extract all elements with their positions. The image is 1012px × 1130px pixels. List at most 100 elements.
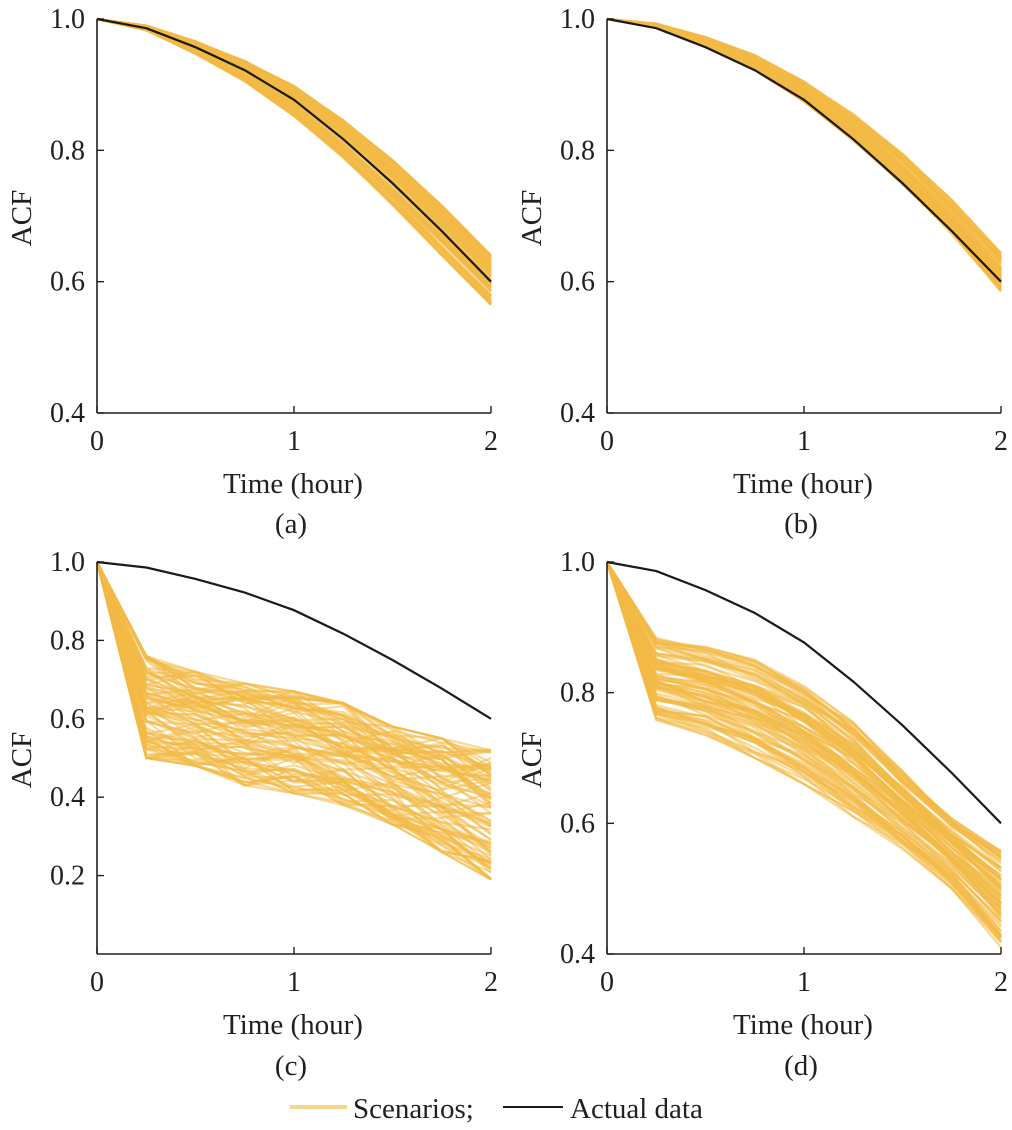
scenario-line [606,17,1002,280]
actual-data-line [96,560,492,720]
y-axis-label: ACF [6,190,38,246]
scenario-line [606,17,1002,270]
scenario-line [95,561,492,849]
scenario-line [96,17,492,306]
scenario-line [606,17,1002,265]
scenario-line [606,17,1002,264]
y-tick-label: 1.0 [560,547,595,578]
scenario-line [606,17,1002,272]
scenario-line [606,17,1002,271]
scenario-line [96,17,492,262]
scenario-line [606,17,1002,270]
scenario-line [96,17,492,290]
y-tick-label: 0.8 [50,135,85,166]
scenario-line [606,17,1002,276]
scenario-line [95,561,492,866]
scenario-line [606,561,1002,882]
x-tick-label: 0 [600,426,614,457]
x-tick-label: 2 [994,967,1008,998]
y-tick-label: 0.4 [50,398,85,429]
y-tick-label: 0.8 [560,135,595,166]
scenario-line [606,561,1002,858]
scenario-line [605,561,1002,934]
scenario-line [606,17,1002,281]
scenario-line [606,17,1002,275]
y-axis-label: ACF [516,190,548,246]
scenario-line [96,17,492,298]
scenario-line [606,17,1002,285]
scenario-line [606,17,1002,269]
scenario-line [96,17,492,302]
x-tick-label: 2 [484,967,498,998]
scenario-line [606,17,1002,268]
scenario-line [606,17,1002,285]
scenario-line [606,17,1002,276]
scenario-line [95,561,492,784]
scenario-line [606,17,1002,274]
scenario-line [96,17,492,304]
y-tick-label: 0.8 [560,678,595,709]
scenario-line [96,17,492,289]
scenario-line [606,17,1002,278]
scenario-line [606,17,1002,292]
scenario-line [606,17,1002,280]
scenario-line [96,17,492,300]
x-tick-label: 2 [994,426,1008,457]
scenario-line [606,17,1002,283]
scenario-line [96,17,492,274]
scenario-line [96,17,492,306]
scenario-line [606,17,1002,288]
scenario-line [605,561,1002,941]
scenario-line [96,17,492,296]
scenario-line [606,17,1002,288]
panel-label: (c) [275,1050,307,1082]
scenario-line [606,17,1002,283]
scenario-line [96,17,492,305]
actual-data-line [96,17,492,283]
scenario-line [606,17,1002,288]
scenario-line [605,561,1002,900]
scenario-line [95,561,492,791]
x-axis-label: Time (hour) [223,468,363,500]
scenario-line [606,17,1002,293]
x-tick-label: 2 [484,426,498,457]
scenario-line [95,561,492,815]
scenario-line [605,561,1002,897]
scenario-line [96,17,492,296]
scenario-line [606,17,1002,282]
scenario-line [606,17,1002,293]
scenario-line [96,17,492,302]
panel-label: (b) [784,508,818,540]
scenario-line [96,17,492,297]
scenario-line [606,17,1002,279]
y-axis-label: ACF [6,732,38,788]
y-tick-label: 0.6 [560,808,595,839]
scenario-line [606,17,1002,255]
scenario-line [605,561,1002,915]
chart-panel-a: 0.4 0.6 0.8 1.0 0 1 2 Time (hour) ACF (a) [6,4,498,540]
scenario-line [96,17,492,292]
y-tick-label: 1.0 [50,4,85,35]
scenario-line [606,17,1002,284]
legend-scenarios-label: Scenarios; [353,1093,474,1125]
scenario-line [605,561,1002,890]
x-tick-label: 1 [797,967,811,998]
scenario-line [606,17,1002,273]
chart-panel-c: 0.2 0.4 0.6 0.8 1.0 0 1 2 Time (hour) ACF (c) [6,547,498,1082]
scenario-line [605,561,1002,938]
scenario-line [606,17,1002,288]
scenario-line [605,561,1002,939]
scenario-line [606,17,1002,279]
scenario-line [606,17,1002,280]
scenario-line [606,17,1002,265]
scenario-line [606,561,1002,877]
scenario-line [606,17,1002,289]
scenario-line [95,561,492,863]
scenario-line [96,17,492,306]
scenario-line [96,17,492,306]
y-tick-label: 1.0 [560,4,595,35]
x-tick-label: 0 [90,967,104,998]
scenario-line [606,17,1002,281]
scenario-line [606,17,1002,286]
scenario-line [96,17,492,288]
